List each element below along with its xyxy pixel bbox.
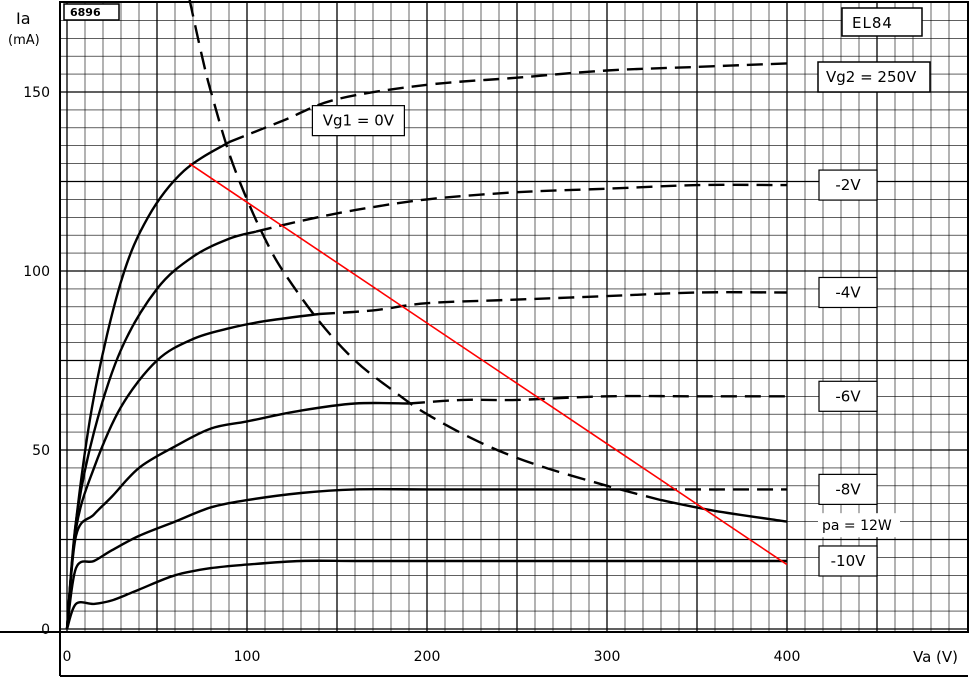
curve-labels: Vg1 = 0V -2V -4V -6V -8V -10V pa = 12W <box>311 105 900 577</box>
x-tick-label: 100 <box>234 649 261 665</box>
curve-label-box <box>818 473 878 505</box>
curve-dashed <box>408 394 787 405</box>
plot-frame <box>59 1 969 633</box>
curve-solid <box>65 401 410 630</box>
tube-name-box <box>841 7 923 37</box>
curve-label: -2V <box>835 176 861 194</box>
x-axis-title: Va (V) <box>913 648 958 666</box>
curve-label-box <box>311 105 405 137</box>
tube-name: EL84 <box>852 14 893 32</box>
x-tick-label: 0 <box>63 649 72 665</box>
curve-label: Vg1 = 0V <box>323 112 395 130</box>
pa-label: pa = 12W <box>822 518 892 534</box>
power-limit-curve <box>188 0 788 523</box>
y-axis-title: Ia <box>16 9 31 28</box>
curve-solid <box>65 487 661 630</box>
load-line <box>188 162 788 566</box>
curve-label-box <box>818 545 878 577</box>
x-tick-label: 300 <box>594 649 621 665</box>
pa-label-box <box>818 513 900 538</box>
x-tick-label: 200 <box>414 649 441 665</box>
vg2-label-box <box>817 61 931 93</box>
curve-label-box <box>818 380 878 412</box>
curve-solid <box>65 312 320 630</box>
y-tick-label: 0 <box>41 622 50 638</box>
tick-labels: 0 100 200 300 400 0 50 100 150 <box>23 85 800 665</box>
curve-label: -10V <box>831 552 866 570</box>
x-axis-title-bg <box>909 643 967 669</box>
figure-id: 6896 <box>70 6 101 19</box>
curve-dashed <box>255 183 788 233</box>
y-tick-label: 150 <box>23 85 50 101</box>
pa-curve-solid <box>660 498 788 523</box>
vg2-label: Vg2 = 250V <box>826 68 917 86</box>
curve-solid <box>65 559 787 630</box>
curve-dashed <box>318 291 788 316</box>
curve-label-box <box>818 276 878 309</box>
curve-label-box <box>818 169 878 201</box>
load-line-segment <box>188 162 788 566</box>
curve-dashed <box>228 62 788 144</box>
curve-solid <box>65 230 257 630</box>
y-axis-unit: (mA) <box>8 33 40 48</box>
grid-major <box>60 2 968 632</box>
curve-label: -4V <box>835 283 861 301</box>
y-tick-label: 50 <box>32 443 50 459</box>
y-tick-label: 100 <box>23 264 50 280</box>
figure-id-box <box>63 3 120 21</box>
x-tick-label: 400 <box>774 649 801 665</box>
curve-label: -8V <box>835 480 861 498</box>
pa-curve-dashed <box>188 0 662 502</box>
plate-curves <box>65 62 788 630</box>
curve-solid <box>65 141 230 630</box>
curve-label: -6V <box>835 387 861 405</box>
grid-minor <box>60 2 968 632</box>
